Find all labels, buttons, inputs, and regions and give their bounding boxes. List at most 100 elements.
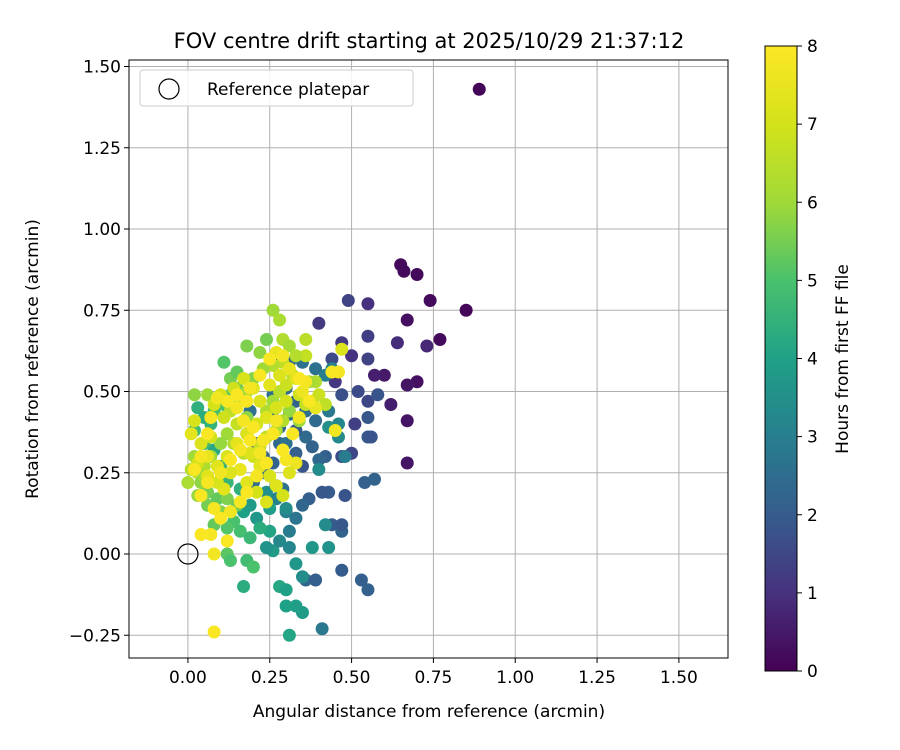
data-point — [377, 368, 391, 382]
data-point — [384, 398, 398, 411]
data-point — [335, 518, 349, 532]
data-point — [289, 349, 303, 363]
data-point — [240, 476, 254, 489]
data-point — [309, 573, 323, 587]
data-point — [220, 394, 234, 408]
data-point — [243, 446, 257, 460]
colorbar-label: Hours from first FF file — [833, 264, 853, 454]
y-tick-label: −0.25 — [69, 626, 121, 646]
data-point — [289, 599, 303, 613]
data-point — [299, 333, 313, 346]
data-point — [250, 485, 264, 499]
data-point — [240, 394, 254, 408]
data-point — [246, 420, 260, 434]
data-point — [233, 524, 247, 538]
data-point — [266, 427, 280, 441]
data-point — [325, 365, 339, 379]
data-point — [335, 388, 349, 402]
data-point — [194, 489, 208, 502]
data-point — [472, 82, 486, 96]
data-point — [289, 456, 303, 470]
data-point — [276, 443, 290, 457]
data-point — [371, 388, 385, 402]
data-point — [361, 411, 375, 424]
data-point — [410, 268, 424, 281]
data-point — [325, 352, 339, 366]
data-point — [420, 339, 434, 353]
data-point — [263, 469, 277, 483]
colorbar-tick-label: 6 — [807, 193, 818, 213]
data-point — [400, 313, 414, 327]
data-point — [240, 485, 254, 499]
data-point — [328, 375, 342, 389]
data-point — [223, 466, 237, 480]
data-point — [273, 368, 287, 382]
data-point — [286, 427, 300, 441]
data-point — [253, 368, 267, 382]
data-point — [253, 521, 267, 535]
x-tick-label: 1.00 — [496, 668, 534, 688]
data-point — [282, 628, 296, 642]
data-point — [361, 583, 375, 597]
data-point — [459, 303, 473, 317]
x-tick-label: 1.50 — [660, 668, 698, 688]
colorbar-tick-label: 5 — [807, 271, 818, 291]
data-point — [338, 450, 352, 463]
reference-marker-group — [177, 543, 199, 565]
data-point — [279, 378, 293, 392]
data-point — [233, 463, 247, 476]
x-tick-label: 0.75 — [414, 668, 452, 688]
data-point — [201, 476, 215, 489]
data-point — [243, 498, 257, 512]
plot-frame — [128, 59, 729, 659]
data-point — [345, 349, 359, 363]
data-point — [230, 388, 244, 402]
x-tick-label: 1.25 — [578, 668, 616, 688]
data-point — [269, 479, 283, 493]
data-point — [246, 560, 260, 574]
data-point — [273, 313, 287, 327]
data-point — [243, 433, 257, 447]
data-point — [367, 472, 381, 486]
data-point — [250, 511, 264, 525]
data-point — [279, 502, 293, 515]
data-point — [305, 541, 319, 554]
data-point — [210, 391, 224, 405]
y-axis-label: Rotation from reference (arcmin) — [23, 219, 43, 499]
data-point — [214, 511, 228, 525]
data-point — [240, 339, 254, 353]
data-point — [220, 492, 234, 506]
colorbar-tick-label: 2 — [807, 506, 818, 526]
legend-marker-open-circle — [158, 78, 180, 100]
data-point — [282, 404, 296, 418]
data-point — [263, 352, 277, 366]
data-point — [348, 417, 362, 431]
colorbar-tick-label: 1 — [807, 584, 818, 604]
data-point — [341, 294, 355, 307]
data-point — [194, 450, 208, 463]
data-point — [204, 528, 218, 541]
data-point — [201, 427, 215, 441]
data-point — [204, 411, 218, 424]
data-point — [259, 333, 273, 346]
data-point — [361, 297, 375, 311]
data-point — [312, 316, 326, 330]
data-point — [220, 534, 234, 548]
data-point — [289, 557, 303, 571]
data-point — [207, 547, 221, 561]
data-point — [269, 414, 283, 428]
x-tick-label: 0.25 — [251, 668, 289, 688]
data-point — [220, 521, 234, 535]
data-point — [279, 453, 293, 467]
data-point — [217, 411, 231, 424]
data-point — [266, 303, 280, 317]
data-point — [214, 437, 228, 450]
data-point — [210, 476, 224, 489]
colorbar-ticks: 0 1 2 3 4 5 6 7 8 — [797, 37, 818, 682]
data-point — [361, 394, 375, 408]
data-point — [292, 411, 306, 424]
data-point — [201, 388, 215, 402]
data-point — [243, 381, 257, 395]
x-tick-label: 0.50 — [333, 668, 371, 688]
